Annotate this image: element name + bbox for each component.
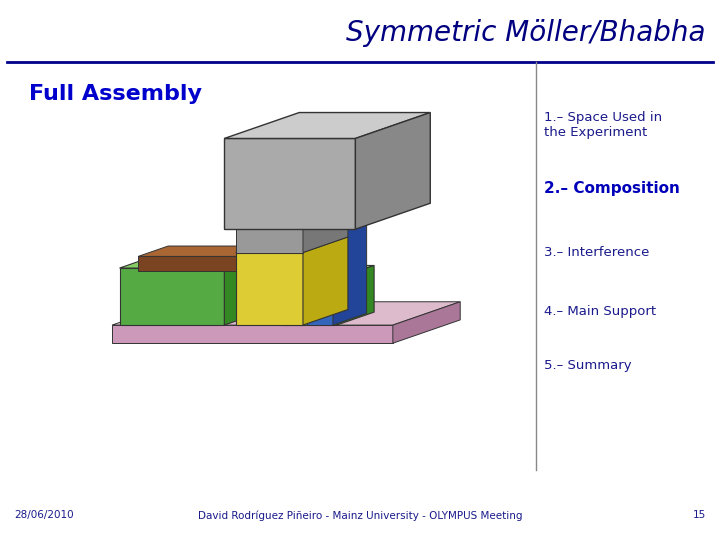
Polygon shape bbox=[393, 302, 460, 343]
Polygon shape bbox=[225, 112, 431, 138]
Polygon shape bbox=[112, 302, 460, 325]
Polygon shape bbox=[138, 256, 281, 271]
Polygon shape bbox=[225, 253, 269, 325]
Polygon shape bbox=[235, 211, 348, 227]
Polygon shape bbox=[303, 211, 348, 253]
Polygon shape bbox=[235, 227, 303, 253]
Text: 1.– Space Used in
the Experiment: 1.– Space Used in the Experiment bbox=[544, 111, 662, 139]
Polygon shape bbox=[281, 279, 337, 325]
Polygon shape bbox=[307, 227, 333, 325]
Text: Symmetric Möller/Bhabha: Symmetric Möller/Bhabha bbox=[346, 19, 706, 47]
Polygon shape bbox=[307, 215, 366, 227]
Text: 3.– Interference: 3.– Interference bbox=[544, 246, 649, 259]
Polygon shape bbox=[337, 266, 374, 325]
Text: 4.– Main Support: 4.– Main Support bbox=[544, 305, 656, 318]
Polygon shape bbox=[235, 237, 348, 253]
Polygon shape bbox=[281, 246, 310, 271]
Text: Full Assembly: Full Assembly bbox=[29, 84, 202, 104]
Polygon shape bbox=[235, 253, 303, 325]
Text: 15: 15 bbox=[693, 510, 706, 521]
Polygon shape bbox=[356, 112, 431, 229]
Polygon shape bbox=[333, 215, 366, 325]
Polygon shape bbox=[112, 325, 393, 343]
Polygon shape bbox=[120, 268, 225, 325]
Text: 28/06/2010: 28/06/2010 bbox=[14, 510, 74, 521]
Text: David Rodríguez Piñeiro - Mainz University - OLYMPUS Meeting: David Rodríguez Piñeiro - Mainz Universi… bbox=[198, 510, 522, 521]
Polygon shape bbox=[225, 138, 356, 229]
Text: 2.– Composition: 2.– Composition bbox=[544, 181, 680, 196]
Polygon shape bbox=[303, 237, 348, 325]
Polygon shape bbox=[281, 266, 374, 279]
Polygon shape bbox=[120, 253, 269, 268]
Text: 5.– Summary: 5.– Summary bbox=[544, 359, 631, 372]
Polygon shape bbox=[138, 246, 310, 256]
